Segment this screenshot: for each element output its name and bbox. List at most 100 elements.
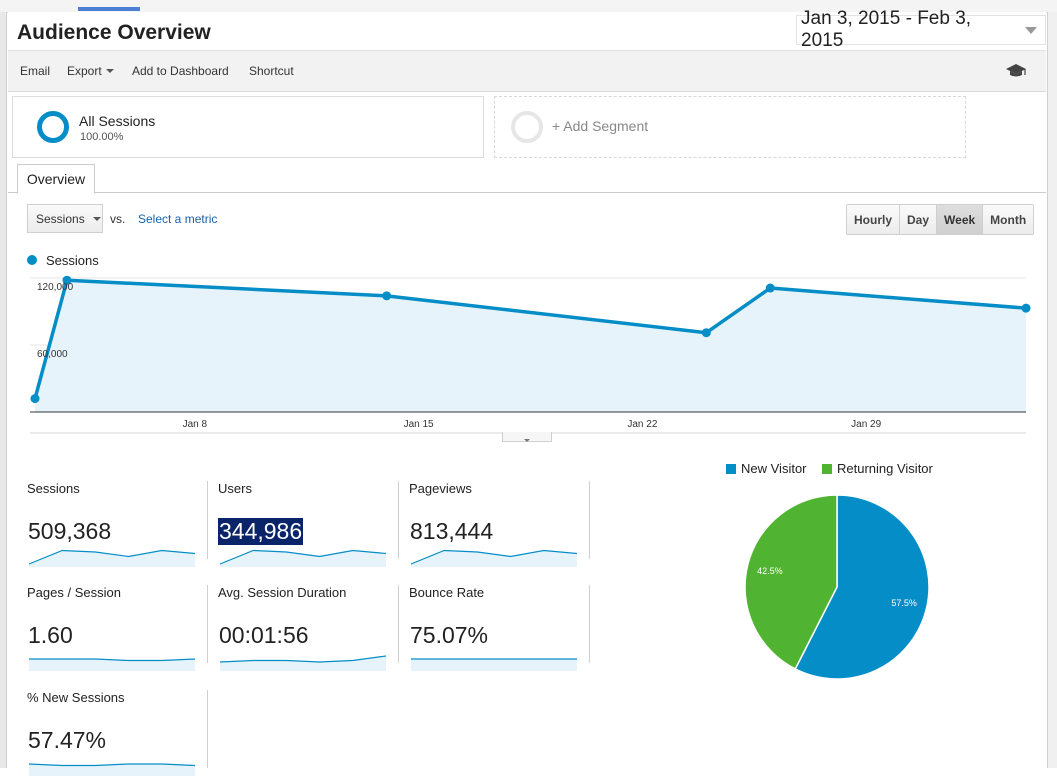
visitor-pie-chart: 57.5% 42.5% xyxy=(744,494,930,680)
metric-card[interactable]: Avg. Session Duration 00:01:56 xyxy=(218,585,388,671)
metric-card[interactable]: Sessions 509,368 xyxy=(27,481,197,567)
metric-divider xyxy=(207,585,208,663)
legend-new-visitor: New Visitor xyxy=(726,461,807,476)
sparkline-line xyxy=(219,655,387,663)
metric-divider xyxy=(589,585,590,663)
metric-card[interactable]: Users 344,986 xyxy=(218,481,388,567)
metric-divider xyxy=(589,481,590,559)
hourly-button[interactable]: Hourly xyxy=(847,205,901,234)
new-visitor-legend-label: New Visitor xyxy=(741,461,807,476)
metric-label: Users xyxy=(218,481,252,496)
date-range-picker[interactable]: Jan 3, 2015 - Feb 3, 2015 xyxy=(796,8,1046,51)
sparkline-line xyxy=(219,549,387,565)
metric-value: 509,368 xyxy=(28,518,112,544)
active-tab-indicator xyxy=(78,7,140,11)
sparkline-area xyxy=(411,550,577,567)
email-button[interactable]: Email xyxy=(20,64,50,78)
metric-sparkline xyxy=(28,763,196,776)
y-tick-label: 120,000 xyxy=(37,282,74,293)
vertical-scrollbar[interactable] xyxy=(1047,12,1057,768)
metric-label: % New Sessions xyxy=(27,690,125,705)
select-metric-link[interactable]: Select a metric xyxy=(138,212,218,226)
metric-sparkline xyxy=(219,549,387,567)
report-toolbar: Email Export Add to Dashboard Shortcut xyxy=(8,51,1046,92)
pie-slice-label: 42.5% xyxy=(757,566,783,576)
day-button[interactable]: Day xyxy=(900,205,938,234)
sparkline-line xyxy=(28,549,196,565)
tab-overview-label: Overview xyxy=(26,171,86,187)
x-tick-label: Jan 22 xyxy=(627,419,657,430)
chevron-down-icon xyxy=(1025,26,1037,34)
sessions-data-point[interactable] xyxy=(765,283,775,293)
week-button[interactable]: Week xyxy=(937,205,984,234)
empty-segment-ring-icon xyxy=(511,111,543,143)
date-range-text: Jan 3, 2015 - Feb 3, 2015 xyxy=(801,8,972,51)
page-title: Audience Overview xyxy=(17,21,211,44)
metric-value: 344,986 xyxy=(218,518,304,545)
title-bar: Audience Overview Jan 3, 2015 - Feb 3, 2… xyxy=(8,8,1046,51)
export-label: Export xyxy=(67,64,102,78)
sparkline-line xyxy=(28,763,196,767)
metric-select[interactable]: Sessions xyxy=(27,204,103,233)
chevron-down-icon xyxy=(92,216,101,221)
segment-ring-icon xyxy=(37,111,69,143)
metric-label: Bounce Rate xyxy=(409,585,485,600)
returning-visitor-legend-label: Returning Visitor xyxy=(837,461,933,476)
pie-slice[interactable] xyxy=(794,494,930,680)
y-tick-label: 60,000 xyxy=(37,349,68,360)
metric-card[interactable]: Pageviews 813,444 xyxy=(409,481,579,567)
metric-divider xyxy=(207,690,208,768)
metric-value: 00:01:56 xyxy=(219,622,309,648)
metric-label: Sessions xyxy=(27,481,80,496)
metric-label: Avg. Session Duration xyxy=(218,585,347,600)
metric-sparkline xyxy=(411,658,577,671)
export-button[interactable]: Export xyxy=(67,64,114,78)
x-tick-label: Jan 29 xyxy=(851,419,881,430)
sparkline-area xyxy=(220,550,386,567)
metric-card[interactable]: % New Sessions 57.47% xyxy=(27,690,197,776)
sessions-line-chart: 120,000 60,000 Jan 8 Jan 15 Jan 22 Jan 29 xyxy=(30,275,1031,434)
metric-label: Pageviews xyxy=(409,481,472,496)
metric-value: 1.60 xyxy=(28,622,73,648)
pie-slice-label: 57.5% xyxy=(891,598,917,608)
metric-value: 75.07% xyxy=(410,622,489,648)
sparkline-area xyxy=(220,656,386,671)
sessions-data-point[interactable] xyxy=(701,328,711,338)
add-segment-box[interactable]: + Add Segment xyxy=(494,96,966,158)
metric-divider xyxy=(207,481,208,559)
sparkline-area xyxy=(29,550,195,567)
pie-slice[interactable] xyxy=(744,494,838,670)
add-to-dashboard-button[interactable]: Add to Dashboard xyxy=(132,64,229,78)
metric-card[interactable]: Pages / Session 1.60 xyxy=(27,585,197,671)
shortcut-label: Shortcut xyxy=(249,64,294,78)
sessions-data-point[interactable] xyxy=(62,275,72,285)
segment-name: All Sessions xyxy=(79,113,156,129)
sessions-data-point[interactable] xyxy=(1021,303,1031,313)
sessions-data-point[interactable] xyxy=(30,394,40,404)
metric-value: 813,444 xyxy=(410,518,494,544)
segment-percentage: 100.00% xyxy=(80,131,124,143)
interval-button-group: Hourly Day Week Month xyxy=(846,204,1035,235)
email-label: Email xyxy=(20,64,51,78)
segment-all-sessions[interactable]: All Sessions 100.00% xyxy=(12,96,484,158)
new-visitor-swatch xyxy=(726,463,736,474)
sparkline-area xyxy=(29,764,195,776)
left-edge xyxy=(0,12,7,768)
graduation-cap-icon[interactable] xyxy=(1005,63,1027,79)
sparkline-area xyxy=(29,659,195,671)
sessions-data-point[interactable] xyxy=(382,291,392,301)
sessions-legend-dot xyxy=(27,255,37,265)
month-button[interactable]: Month xyxy=(983,205,1034,234)
metric-card[interactable]: Bounce Rate 75.07% xyxy=(409,585,579,671)
sparkline-line xyxy=(29,658,196,662)
shortcut-button[interactable]: Shortcut xyxy=(249,64,294,78)
sessions-legend-label: Sessions xyxy=(46,253,99,268)
chevron-down-icon xyxy=(105,69,114,73)
tab-divider xyxy=(8,192,1046,193)
sparkline-area xyxy=(411,659,577,671)
chart-expand-handle[interactable] xyxy=(502,432,552,442)
add-to-dashboard-label: Add to Dashboard xyxy=(132,64,229,78)
x-tick-label: Jan 8 xyxy=(183,419,208,430)
tab-overview[interactable]: Overview xyxy=(17,164,95,194)
metric-divider xyxy=(398,481,399,559)
